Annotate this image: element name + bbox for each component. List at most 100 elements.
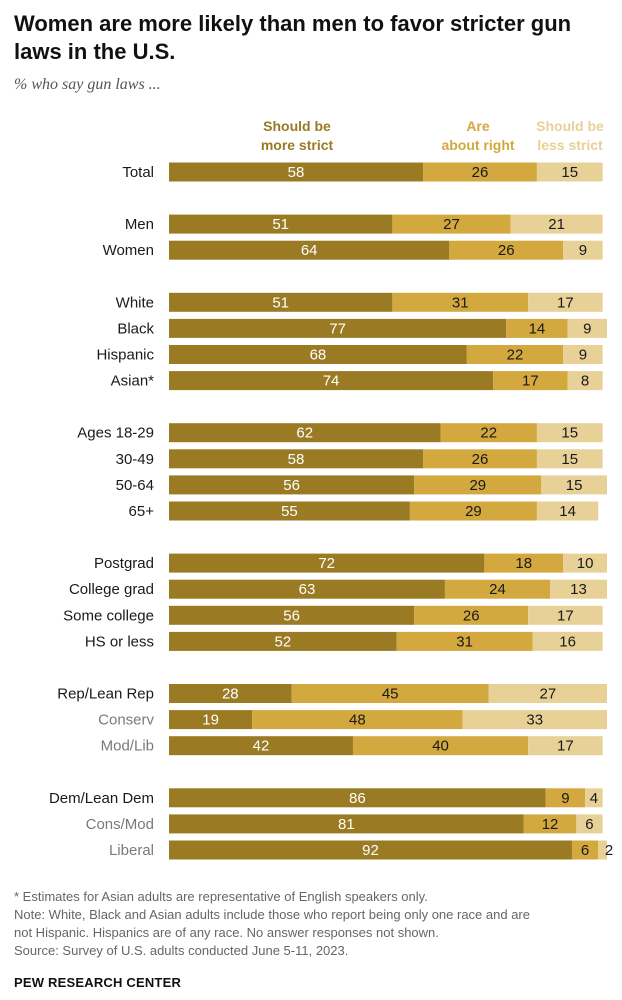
bar-segment xyxy=(598,840,607,860)
bar-segment xyxy=(528,292,603,312)
data-label: 27 xyxy=(443,216,460,233)
data-label: 6 xyxy=(581,842,589,859)
bar-segment xyxy=(536,423,603,443)
bar-segment xyxy=(449,240,564,260)
data-label: 74 xyxy=(323,373,340,390)
series-header-3-line-2: less strict xyxy=(537,137,603,153)
stacked-bar-chart: Should be more strict Are about right Should… xyxy=(49,118,613,860)
data-label: 15 xyxy=(566,477,583,494)
bar-segment xyxy=(169,501,410,521)
bar-segment xyxy=(169,631,397,651)
bar-segment xyxy=(252,710,463,730)
bar-segment xyxy=(169,579,445,599)
data-label: 33 xyxy=(526,712,543,729)
row-label: Women xyxy=(103,242,154,259)
data-label: 77 xyxy=(329,320,346,337)
footnote-source: Source: Survey of U.S. adults conducted … xyxy=(14,943,349,958)
series-header-2-line-2: about right xyxy=(441,137,514,153)
bar-segment xyxy=(532,631,603,651)
bar-segment xyxy=(541,475,607,495)
bar-segment xyxy=(169,736,353,756)
data-label: 92 xyxy=(362,842,379,859)
data-label: 9 xyxy=(579,347,587,364)
series-header-3-line-1: Should be xyxy=(536,118,604,134)
data-label: 26 xyxy=(472,451,489,468)
data-label: 29 xyxy=(469,477,486,494)
data-label: 12 xyxy=(542,816,559,833)
data-label: 15 xyxy=(561,164,578,181)
bar-segment xyxy=(488,684,607,703)
data-label: 55 xyxy=(281,503,298,520)
bar-segment xyxy=(528,605,603,625)
bar-segment xyxy=(440,423,537,443)
bar-segment xyxy=(169,475,415,495)
data-label: 62 xyxy=(296,425,313,442)
bar-segment xyxy=(506,318,568,338)
series-header-1: Should be more strict xyxy=(261,118,334,153)
bar-segment xyxy=(169,240,450,260)
series-header-2-line-1: Are xyxy=(466,118,490,134)
bar-segment xyxy=(169,371,494,391)
data-label: 21 xyxy=(548,216,565,233)
data-label: 42 xyxy=(253,738,270,755)
bar-segment xyxy=(169,605,415,625)
data-label: 58 xyxy=(288,451,305,468)
data-label: 14 xyxy=(529,320,546,337)
bar-segment xyxy=(169,684,292,703)
data-label: 28 xyxy=(222,686,239,703)
bar-segment xyxy=(169,814,524,834)
row-label: Ages 18-29 xyxy=(77,425,154,442)
bar-segment xyxy=(585,788,603,808)
data-label: 51 xyxy=(272,216,289,233)
row-label: Dem/Lean Dem xyxy=(49,790,154,807)
bar-segment xyxy=(536,162,603,182)
row-label: Rep/Lean Rep xyxy=(57,686,154,703)
footnotes: * Estimates for Asian adults are represe… xyxy=(14,888,614,960)
row-label: Mod/Lib xyxy=(101,738,154,755)
data-label: 17 xyxy=(522,373,539,390)
row-label: Total xyxy=(122,164,154,181)
data-label: 15 xyxy=(561,425,578,442)
bar-segment xyxy=(169,214,393,234)
data-label: 26 xyxy=(498,242,515,259)
data-label: 51 xyxy=(272,294,289,311)
bar-segment xyxy=(545,788,586,808)
data-label: 17 xyxy=(557,607,574,624)
bar-segment xyxy=(392,292,529,312)
bar-segment xyxy=(169,292,393,312)
data-label: 17 xyxy=(557,738,574,755)
data-label: 31 xyxy=(456,633,473,650)
data-label: 9 xyxy=(561,790,569,807)
data-label: 72 xyxy=(318,555,335,572)
bar-segment xyxy=(423,162,537,182)
bar-segment xyxy=(567,371,603,391)
chart-subtitle: % who say gun laws ... xyxy=(14,76,161,93)
bar-segment xyxy=(169,710,253,730)
data-label: 26 xyxy=(472,164,489,181)
bar-segment xyxy=(169,840,572,860)
row-label: 50-64 xyxy=(116,477,154,494)
row-label: Men xyxy=(125,216,154,233)
footnote-note-line-1: Note: White, Black and Asian adults incl… xyxy=(14,907,530,922)
data-label: 9 xyxy=(583,320,591,337)
series-header-1-line-2: more strict xyxy=(261,137,334,153)
bar-segment xyxy=(536,449,603,469)
bar-segment xyxy=(414,605,529,625)
series-header-2: Are about right xyxy=(441,118,514,153)
data-label: 31 xyxy=(452,294,469,311)
row-label: Conserv xyxy=(98,712,154,729)
data-label: 13 xyxy=(570,581,587,598)
bar-segment xyxy=(510,214,603,234)
bar-segment xyxy=(169,318,507,338)
footnote-note-line-2: not Hispanic. Hispanics are of any race.… xyxy=(14,925,439,940)
bar-segment xyxy=(444,579,551,599)
data-label: 2 xyxy=(605,842,613,859)
series-header-3: Should be less strict xyxy=(536,118,604,153)
footnote-asian: * Estimates for Asian adults are represe… xyxy=(14,889,428,904)
data-label: 40 xyxy=(432,738,449,755)
data-label: 26 xyxy=(463,607,480,624)
data-label: 68 xyxy=(310,347,327,364)
data-label: 29 xyxy=(465,503,482,520)
chart-title: Women are more likely than men to favor … xyxy=(14,11,572,64)
data-label: 52 xyxy=(275,633,292,650)
